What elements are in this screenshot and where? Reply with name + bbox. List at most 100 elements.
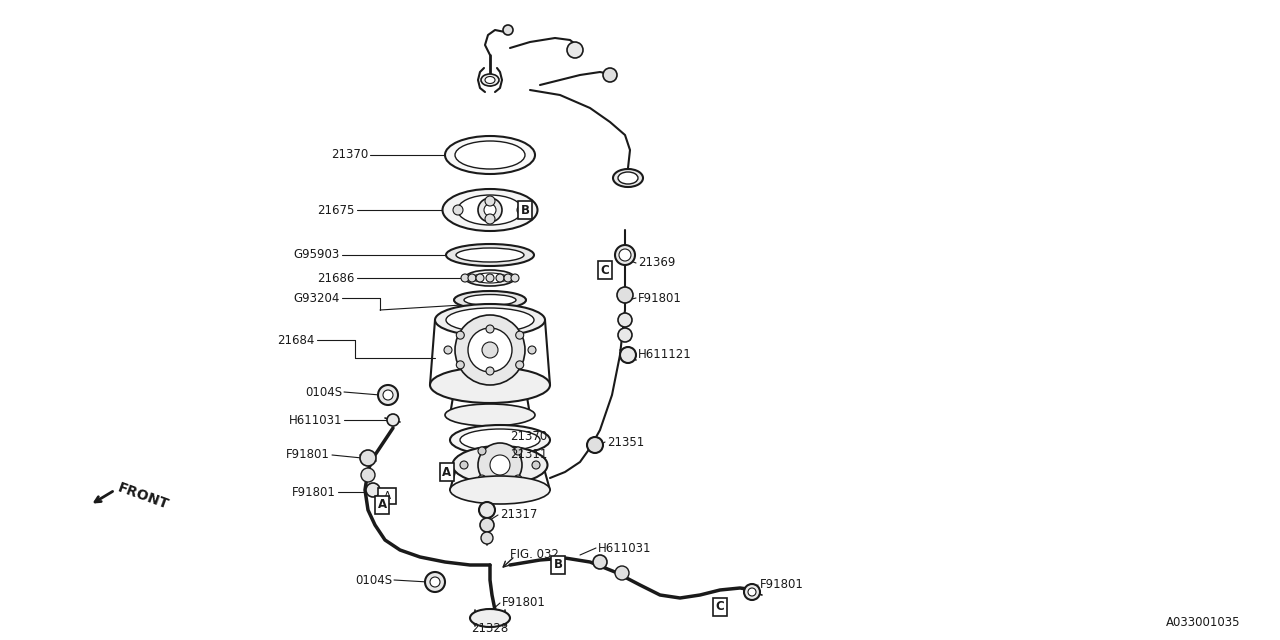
Circle shape (603, 68, 617, 82)
Circle shape (485, 196, 495, 206)
Text: 21317: 21317 (500, 509, 538, 522)
Circle shape (480, 518, 494, 532)
Circle shape (477, 443, 522, 487)
Text: A: A (384, 491, 390, 501)
Circle shape (461, 274, 468, 282)
Ellipse shape (460, 429, 540, 451)
Circle shape (497, 274, 504, 282)
Text: 21686: 21686 (317, 271, 355, 285)
Circle shape (486, 325, 494, 333)
Circle shape (593, 555, 607, 569)
Ellipse shape (618, 172, 637, 184)
Circle shape (468, 274, 476, 282)
Text: B: B (521, 204, 530, 216)
Ellipse shape (430, 367, 550, 403)
Circle shape (620, 249, 631, 261)
Text: F91801: F91801 (760, 579, 804, 591)
Circle shape (378, 385, 398, 405)
Text: C: C (600, 264, 609, 276)
Text: F91801: F91801 (292, 486, 335, 499)
Text: 21369: 21369 (637, 257, 676, 269)
Ellipse shape (445, 404, 535, 426)
Circle shape (361, 468, 375, 482)
Ellipse shape (470, 609, 509, 627)
Ellipse shape (454, 291, 526, 309)
Circle shape (515, 447, 522, 455)
Circle shape (614, 245, 635, 265)
Text: 21370: 21370 (509, 431, 548, 444)
Circle shape (383, 390, 393, 400)
Circle shape (456, 331, 465, 339)
Circle shape (425, 572, 445, 592)
Circle shape (516, 361, 524, 369)
Text: 21684: 21684 (278, 333, 315, 346)
Circle shape (748, 588, 756, 596)
Circle shape (430, 577, 440, 587)
Text: 0104S: 0104S (355, 573, 392, 586)
Text: B: B (553, 559, 562, 572)
Text: A033001035: A033001035 (1166, 616, 1240, 628)
Circle shape (588, 437, 603, 453)
Text: A: A (378, 499, 387, 511)
Ellipse shape (472, 273, 507, 283)
Circle shape (744, 584, 760, 600)
Text: G93204: G93204 (293, 291, 340, 305)
Ellipse shape (456, 248, 524, 262)
Text: F91801: F91801 (287, 449, 330, 461)
Text: F91801: F91801 (502, 596, 545, 609)
Circle shape (460, 461, 468, 469)
Text: 21311: 21311 (509, 449, 548, 461)
Circle shape (516, 331, 524, 339)
Text: H611031: H611031 (288, 413, 342, 426)
Text: H611031: H611031 (598, 541, 652, 554)
Circle shape (529, 346, 536, 354)
Circle shape (484, 204, 497, 216)
Circle shape (476, 274, 484, 282)
Circle shape (620, 347, 636, 363)
Circle shape (481, 532, 493, 544)
Text: A: A (443, 465, 452, 479)
Circle shape (477, 475, 486, 483)
Bar (378, 488, 396, 504)
Circle shape (360, 450, 376, 466)
Text: FRONT: FRONT (115, 481, 170, 512)
Ellipse shape (453, 446, 548, 484)
Text: 21328: 21328 (471, 621, 508, 634)
Circle shape (468, 328, 512, 372)
Ellipse shape (454, 141, 525, 169)
Ellipse shape (485, 77, 495, 83)
Circle shape (477, 198, 502, 222)
Text: 21675: 21675 (317, 204, 355, 216)
Circle shape (454, 315, 525, 385)
Circle shape (456, 361, 465, 369)
Ellipse shape (445, 308, 534, 332)
Text: FIG. 032: FIG. 032 (509, 548, 559, 561)
Text: F91801: F91801 (637, 291, 682, 305)
Ellipse shape (445, 136, 535, 174)
Circle shape (618, 328, 632, 342)
Circle shape (532, 461, 540, 469)
Circle shape (567, 42, 582, 58)
Circle shape (366, 483, 380, 497)
Text: C: C (716, 600, 724, 614)
Ellipse shape (451, 476, 550, 504)
Circle shape (617, 287, 634, 303)
Circle shape (486, 274, 494, 282)
Circle shape (479, 502, 495, 518)
Ellipse shape (481, 74, 499, 86)
Text: 21370: 21370 (330, 148, 369, 161)
Ellipse shape (445, 244, 534, 266)
Circle shape (453, 205, 463, 215)
Circle shape (486, 367, 494, 375)
Ellipse shape (451, 425, 550, 455)
Ellipse shape (465, 270, 515, 286)
Circle shape (444, 346, 452, 354)
Circle shape (387, 414, 399, 426)
Circle shape (517, 205, 527, 215)
Circle shape (503, 25, 513, 35)
Circle shape (490, 455, 509, 475)
Ellipse shape (613, 169, 643, 187)
Ellipse shape (443, 189, 538, 231)
Ellipse shape (435, 304, 545, 336)
Circle shape (504, 274, 512, 282)
